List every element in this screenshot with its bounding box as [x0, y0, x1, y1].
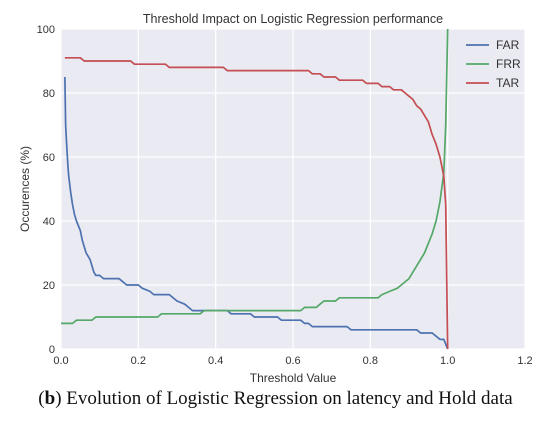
y-tick-label: 60: [43, 152, 55, 164]
caption-label: b: [44, 388, 56, 409]
series-line-far: [64, 76, 449, 350]
x-tick-label: 0.4: [208, 355, 223, 367]
y-tick-label: 20: [43, 280, 55, 292]
caption-close-paren: ): [55, 388, 62, 409]
legend: FAR FRR TAR: [466, 38, 521, 90]
series-line-frr: [61, 28, 449, 325]
y-tick-label: 0: [49, 344, 55, 356]
y-tick-labels: 0 20 40 60 80 100: [37, 24, 55, 356]
chart-title: Threshold Impact on Logistic Regression …: [143, 12, 443, 26]
legend-label-frr: FRR: [496, 57, 521, 71]
series-lines: [61, 28, 449, 350]
x-tick-label: 1.2: [517, 355, 532, 367]
chart: 0.0 0.2 0.4 0.6 0.8 1.0 1.2 0 20 40 60 80 100 Thres…: [18, 12, 533, 385]
y-tick-label: 40: [43, 216, 55, 228]
figure-caption: (b) Evolution of Logistic Regression on …: [0, 388, 551, 410]
y-tick-label: 100: [37, 24, 55, 36]
x-tick-label: 0.2: [131, 355, 146, 367]
x-tick-label: 0.0: [53, 355, 68, 367]
x-tick-labels: 0.0 0.2 0.4 0.6 0.8 1.0 1.2: [53, 355, 532, 367]
y-axis-label: Occurences (%): [18, 146, 32, 232]
legend-label-far: FAR: [496, 38, 520, 52]
x-tick-label: 1.0: [440, 355, 455, 367]
caption-open-paren: (: [38, 388, 45, 409]
x-axis-label: Threshold Value: [250, 371, 337, 385]
x-tick-label: 0.8: [363, 355, 378, 367]
y-tick-label: 80: [43, 88, 55, 100]
legend-label-tar: TAR: [496, 76, 519, 90]
x-tick-label: 0.6: [285, 355, 300, 367]
caption-text: Evolution of Logistic Regression on late…: [61, 388, 513, 409]
series-line-tar: [64, 56, 449, 350]
